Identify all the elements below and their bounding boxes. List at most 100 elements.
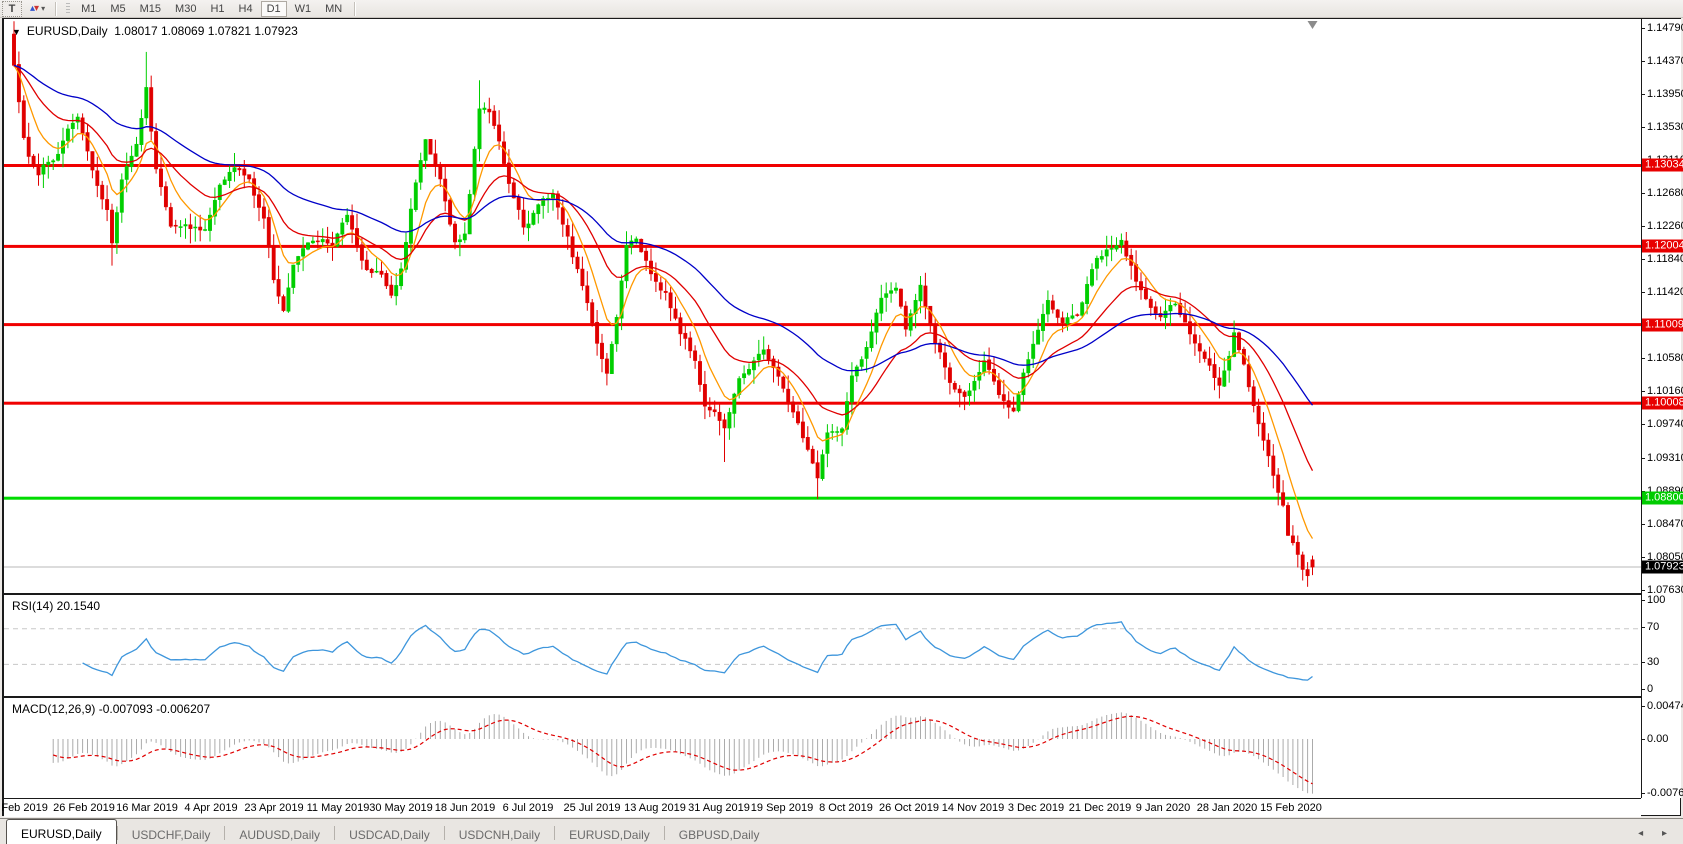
price-tick-label: 1.12260 [1647, 220, 1683, 232]
date-label: 16 Mar 2019 [116, 802, 178, 814]
axis-tick [1642, 524, 1645, 525]
axis-tick [1642, 424, 1645, 425]
date-label: 14 Nov 2019 [941, 802, 1005, 814]
price-tick-label: 70 [1647, 621, 1660, 633]
timeframe-button-m5[interactable]: M5 [110, 2, 126, 15]
date-label: 25 Jul 2019 [563, 802, 621, 814]
chart-tab-bar: EURUSD,Daily USDCHF,Daily AUDUSD,Daily USDC… [0, 818, 1683, 844]
axis-tick [1642, 94, 1645, 95]
chart-tab-gbpusd-daily[interactable]: GBPUSD,Daily [678, 827, 760, 842]
sort-arrows-icon: ▴▾ [30, 3, 39, 14]
tab-separator [224, 826, 226, 840]
timeframe-button-h4[interactable]: H4 [238, 2, 253, 15]
price-tick-label: 0.004742 [1647, 700, 1683, 712]
rsi-indicator-pane[interactable]: RSI(14) 20.1540 [4, 593, 1641, 696]
main-chart-pane[interactable]: ▼ EURUSD,Daily 1.08017 1.08069 1.07821 1.… [4, 19, 1641, 593]
price-tick-label: 1.11420 [1647, 286, 1683, 298]
chart-tab-audusd-daily[interactable]: AUDUSD,Daily [239, 827, 321, 842]
timeframe-button-m30[interactable]: M30 [175, 2, 197, 15]
chart-tab-usdcad-daily[interactable]: USDCAD,Daily [349, 827, 430, 842]
tab-separator [334, 826, 336, 840]
axis-tick [1642, 226, 1645, 227]
price-tick-label: 1.13530 [1647, 121, 1683, 133]
text-tool-button[interactable]: T [2, 0, 22, 17]
price-tick-label: 1.13950 [1647, 88, 1683, 100]
price-tick-label: 100 [1647, 594, 1666, 606]
toolbar-grip [66, 2, 71, 15]
price-tick-label: 1.09740 [1647, 418, 1683, 430]
tab-scroll-arrows[interactable]: ◂ ▸ [1638, 828, 1675, 839]
axis-tick [1642, 689, 1645, 690]
timeframe-button-d1[interactable]: D1 [260, 0, 287, 17]
tab-separator [116, 826, 118, 840]
chart-tab-eurusd-daily[interactable]: EURUSD,Daily [6, 819, 117, 844]
date-label: 28 Jan 2020 [1196, 802, 1258, 814]
hline-price-label: 1.08800 [1642, 491, 1683, 505]
axis-tick [1642, 61, 1645, 62]
date-label: 11 May 2019 [306, 802, 370, 814]
price-tick-label: 30 [1647, 656, 1660, 668]
price-tick-label: 0.00 [1647, 733, 1669, 745]
axis-tick [1642, 590, 1645, 591]
hline-price-label: 1.10008 [1642, 396, 1683, 410]
macd-label: MACD(12,26,9) -0.007093 -0.006207 [12, 702, 211, 716]
price-tick-label: 1.07630 [1647, 584, 1683, 596]
axis-tick [1642, 127, 1645, 128]
chart-symbol-period: EURUSD,Daily [26, 24, 108, 38]
timeframe-button-h1[interactable]: H1 [210, 2, 225, 15]
axis-tick [1642, 458, 1645, 459]
axis-tick [1642, 627, 1645, 628]
tab-separator [443, 826, 445, 840]
date-label: 31 Aug 2019 [688, 802, 750, 814]
price-tick-label: 1.11840 [1647, 253, 1683, 265]
candlestick-chart [4, 21, 1641, 587]
macd-indicator-pane[interactable]: MACD(12,26,9) -0.007093 -0.006207 [4, 696, 1641, 798]
date-label: 19 Sep 2019 [750, 802, 814, 814]
toolbar-separator [55, 1, 57, 16]
date-label: 26 Oct 2019 [879, 802, 939, 814]
price-tick-label: 0 [1647, 683, 1654, 695]
price-tick-label: 1.14790 [1647, 22, 1683, 34]
axis-tick [1642, 600, 1645, 601]
axis-tick [1642, 193, 1645, 194]
axis-tick [1642, 259, 1645, 260]
chart-tab-usdcnh-daily[interactable]: USDCNH,Daily [458, 827, 541, 842]
chart-window: ▼ EURUSD,Daily 1.08017 1.08069 1.07821 1.… [0, 18, 1683, 817]
date-label: 7 Feb 2019 [0, 802, 48, 814]
axis-tick [1642, 391, 1645, 392]
axis-tick [1642, 662, 1645, 663]
chart-ohlc-values: 1.08017 1.08069 1.07821 1.07923 [114, 24, 298, 38]
timeframe-button-mn[interactable]: MN [325, 2, 343, 15]
price-tick-label: 1.08050 [1647, 551, 1683, 563]
axis-tick [1642, 28, 1645, 29]
arrows-tool-button[interactable]: ▴▾ ▾ [24, 1, 51, 17]
rsi-plot [4, 621, 1641, 681]
timeframe-button-m1[interactable]: M1 [81, 2, 97, 15]
date-label: 4 Apr 2019 [184, 802, 238, 814]
date-label: 26 Feb 2019 [53, 802, 115, 814]
price-tick-label: -0.007656 [1647, 787, 1683, 799]
chart-menu-triangle-icon[interactable]: ▼ [12, 27, 21, 37]
price-tick-label: 1.10160 [1647, 385, 1683, 397]
price-axis[interactable]: 1.147901.143701.139501.135301.131101.126… [1641, 19, 1683, 799]
date-label: 21 Dec 2019 [1068, 802, 1132, 814]
rsi-label: RSI(14) 20.1540 [12, 599, 101, 613]
bid-price-label: 1.07923 [1642, 560, 1683, 574]
date-label: 18 Jun 2019 [434, 802, 496, 814]
timeframe-button-w1[interactable]: W1 [294, 2, 312, 15]
chart-tab-usdchf-daily[interactable]: USDCHF,Daily [131, 827, 211, 842]
tab-separator [554, 826, 556, 840]
macd-plot [52, 712, 1313, 794]
date-label: 9 Jan 2020 [1135, 802, 1191, 814]
axis-tick [1642, 557, 1645, 558]
date-label: 23 Apr 2019 [244, 802, 304, 814]
date-label: 30 May 2019 [369, 802, 433, 814]
tab-separator [663, 826, 665, 840]
hline-price-label: 1.12004 [1642, 239, 1683, 253]
chart-tab-eurusd-daily[interactable]: EURUSD,Daily [569, 827, 650, 842]
timeframe-button-m15[interactable]: M15 [139, 2, 162, 15]
axis-tick [1642, 292, 1645, 293]
date-label: 13 Aug 2019 [624, 802, 686, 814]
